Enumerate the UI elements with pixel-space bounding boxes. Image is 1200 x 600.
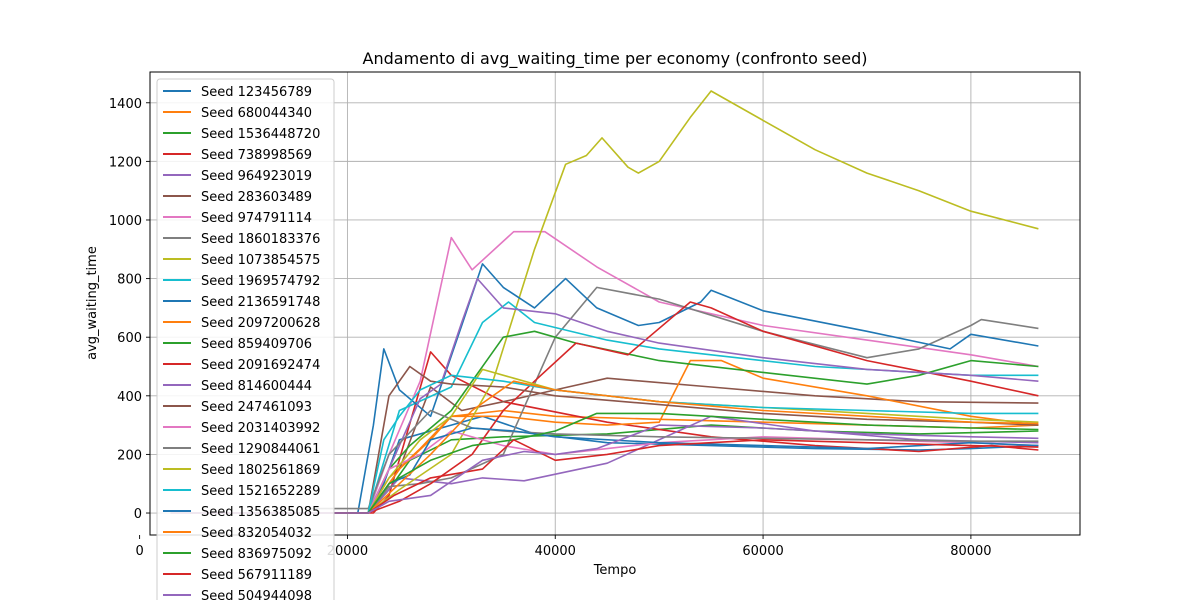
legend-entry: Seed 283603489: [201, 190, 312, 205]
legend-entry: Seed 1860183376: [201, 232, 320, 247]
y-tick-label: 1000: [109, 214, 142, 229]
chart-title: Andamento di avg_waiting_time per econom…: [363, 49, 868, 69]
series-line-19: [170, 374, 1039, 514]
series-line-21: [170, 380, 1039, 514]
legend-box: [156, 78, 335, 600]
series-line-15: [170, 365, 1039, 514]
legend-entry: Seed 814600444: [201, 379, 312, 394]
legend-entry: Seed 504944098: [201, 589, 312, 600]
legend-entry: Seed 567911189: [201, 568, 312, 583]
legend-entry: Seed 2097200628: [201, 316, 320, 331]
x-tick-label: 80000: [950, 544, 991, 559]
legend-entry: Seed 1802561869: [201, 463, 320, 478]
series-line-7: [170, 286, 1039, 514]
series-line-23: [170, 439, 1039, 514]
legend-entry: Seed 1356385085: [201, 505, 320, 520]
x-axis-ticks: 0 20000 40000 60000 80000: [135, 535, 992, 559]
y-tick-label: 600: [117, 331, 142, 346]
y-tick-label: 800: [117, 273, 142, 288]
y-tick-label: 1400: [109, 97, 142, 112]
legend-entry: Seed 1073854575: [201, 253, 320, 268]
y-axis-label: avg_waiting_time: [85, 246, 100, 360]
y-tick-label: 200: [117, 448, 142, 463]
legend-entry: Seed 738998569: [201, 148, 312, 163]
series-line-13: [170, 301, 1039, 514]
legend-entry: Seed 2091692474: [201, 358, 320, 373]
series-line-24: [170, 424, 1039, 514]
y-tick-label: 0: [134, 507, 142, 522]
series-line-6: [170, 230, 1039, 514]
legend-entry: Seed 832054032: [201, 526, 312, 541]
legend-entry: Seed 1969574792: [201, 274, 320, 289]
legend: Seed 123456789 Seed 680044340 Seed 1536448…: [156, 78, 335, 600]
x-tick-label: 20000: [327, 544, 368, 559]
legend-entry: Seed 2031403992: [201, 421, 320, 436]
legend-entry: Seed 836975092: [201, 547, 312, 562]
series-line-14: [170, 277, 1039, 514]
legend-entry: Seed 1290844061: [201, 442, 320, 457]
series-line-8: [170, 90, 1039, 514]
legend-entry: Seed 123456789: [201, 85, 312, 100]
legend-entry: Seed 1521652289: [201, 484, 320, 499]
y-tick-label: 400: [117, 390, 142, 405]
series-line-4: [170, 415, 1039, 514]
legend-entry: Seed 974791114: [201, 211, 312, 226]
x-tick-label: 40000: [535, 544, 576, 559]
x-axis-label: Tempo: [593, 563, 637, 578]
legend-entry: Seed 964923019: [201, 169, 312, 184]
plot-frame: [149, 71, 1081, 536]
legend-entry: Seed 1536448720: [201, 127, 320, 142]
legend-entry: Seed 680044340: [201, 106, 312, 121]
series-line-3: [170, 351, 1039, 514]
series-line-18: [170, 368, 1039, 514]
legend-entry: Seed 2136591748: [201, 295, 320, 310]
y-axis-ticks: 0 200 400 600 800 1000 1200 1400: [109, 97, 150, 522]
series-line-12: [170, 330, 1039, 514]
series-line-10: [170, 263, 1039, 514]
series-line-22: [170, 412, 1039, 514]
x-tick-label: 0: [135, 544, 143, 559]
legend-entry: Seed 247461093: [201, 400, 312, 415]
x-tick-label: 60000: [742, 544, 783, 559]
legend-entry: Seed 859409706: [201, 337, 312, 352]
y-tick-label: 1200: [109, 155, 142, 170]
series-lines: [170, 90, 1039, 514]
